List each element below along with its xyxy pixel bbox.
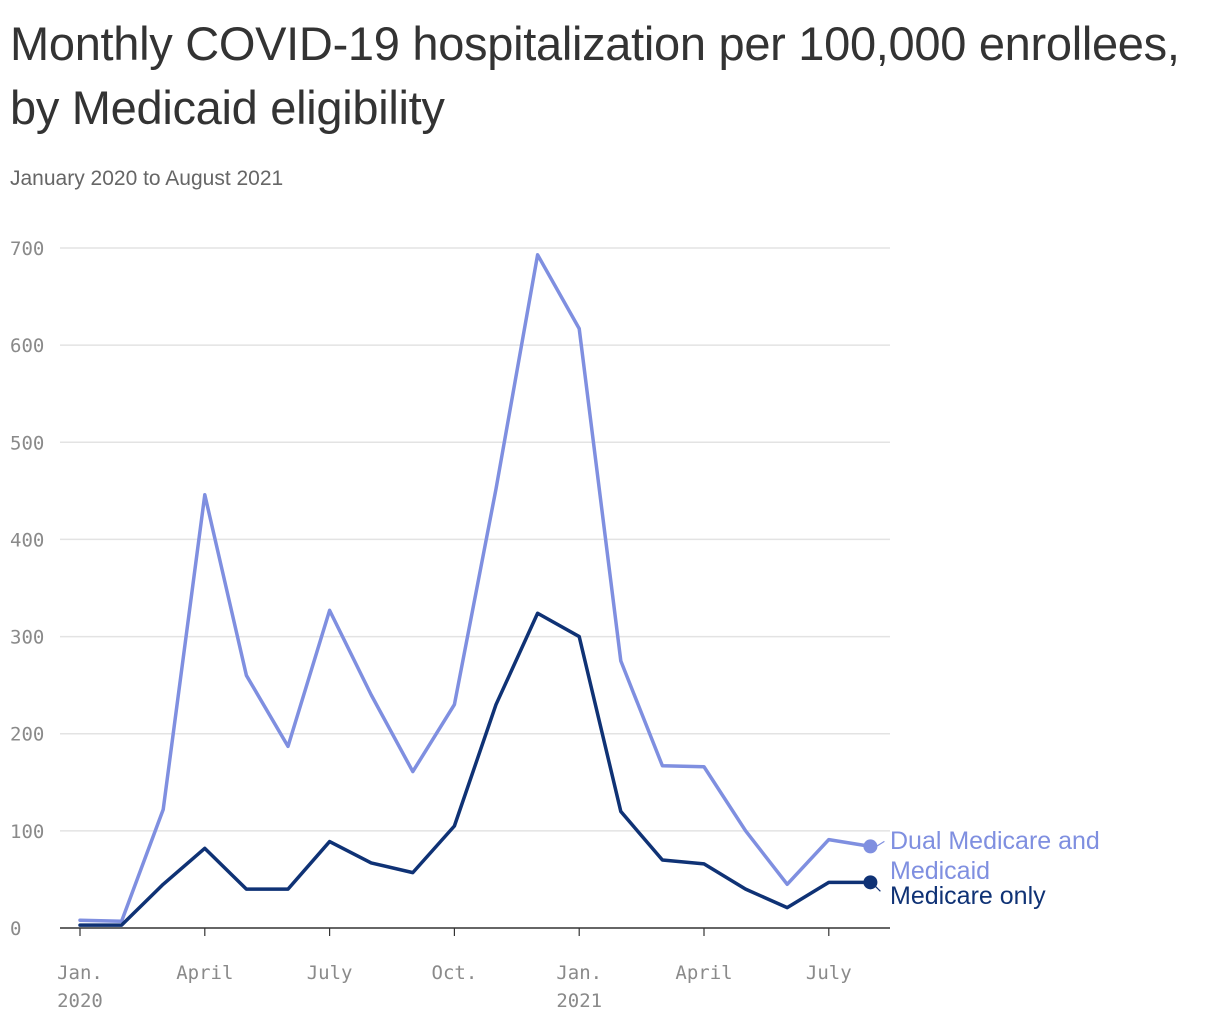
y-tick-label: 600 <box>10 335 44 357</box>
x-tick-label: April <box>675 962 732 984</box>
y-tick-label: 700 <box>10 238 44 260</box>
data-point-dual-medicare-medicaid <box>863 839 878 854</box>
y-tick-label: 100 <box>10 821 44 843</box>
y-tick-label: 0 <box>10 918 21 940</box>
x-tick-label: Oct. <box>432 962 478 984</box>
x-tick-year-label: 2021 <box>556 990 602 1012</box>
label-leader-line <box>874 885 881 892</box>
y-tick-label: 400 <box>10 529 44 551</box>
y-tick-label: 300 <box>10 627 44 649</box>
chart-title: Monthly COVID-19 hospitalization per 100… <box>10 17 1180 134</box>
series-line-medicare-only <box>78 611 873 927</box>
y-tick-label: 500 <box>10 432 44 454</box>
series-label-medicare-only: Medicare only <box>890 882 1046 910</box>
series-line-dual-medicare-medicaid <box>78 253 873 923</box>
x-tick-year-label: 2020 <box>57 990 103 1012</box>
y-tick-label: 200 <box>10 724 44 746</box>
data-point-medicare-only <box>863 875 878 890</box>
chart-subtitle: January 2020 to August 2021 <box>10 167 284 190</box>
x-tick-label: Jan. <box>57 962 103 984</box>
x-tick-label: July <box>806 962 852 984</box>
series-label-dual: Dual Medicare and Medicaid <box>890 827 1100 885</box>
x-tick-label: April <box>176 962 233 984</box>
x-tick-label: Jan. <box>556 962 602 984</box>
label-leader-line <box>876 840 885 847</box>
x-tick-label: July <box>307 962 353 984</box>
